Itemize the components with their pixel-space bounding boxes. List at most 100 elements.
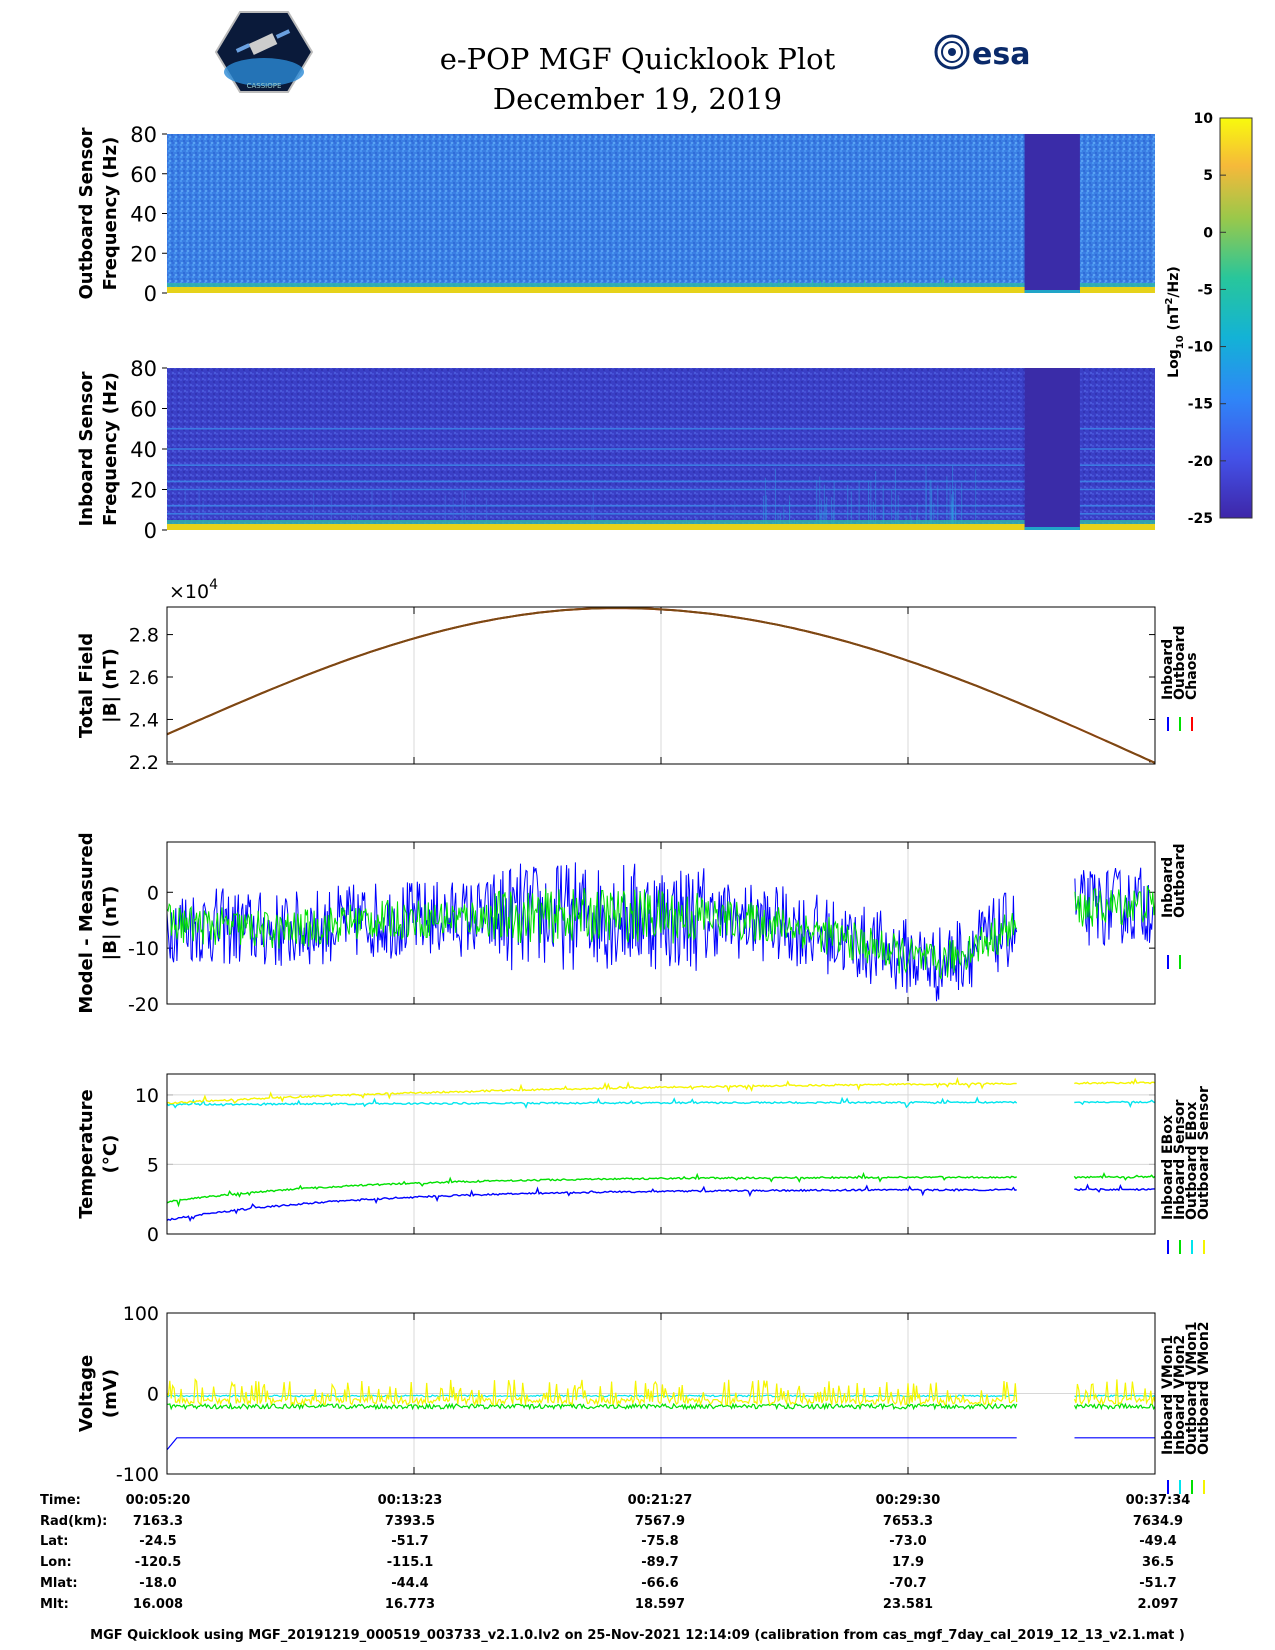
y-tick-label: 80 <box>130 357 157 381</box>
y-axis-label-line: Temperature <box>76 1089 97 1218</box>
legend-entry-label: Inboard <box>1160 857 1176 918</box>
y-tick-label: 0 <box>147 1224 159 1246</box>
legend-entry-label: Outboard EBox <box>1184 1102 1200 1220</box>
ephemeris-cell: -75.8 <box>641 1534 679 1549</box>
colorbar-tick-label: 10 <box>1194 111 1214 127</box>
ephemeris-cell: 00:21:27 <box>627 1493 693 1508</box>
ephemeris-cell: 00:13:23 <box>377 1493 443 1508</box>
ephemeris-cell: -51.7 <box>1139 1576 1177 1591</box>
data-gap <box>1024 368 1080 530</box>
y-axis-label: Total Field |B| (nT) <box>76 633 121 738</box>
axis-exponent-power: 4 <box>209 577 218 593</box>
colorbar-tick-label: -5 <box>1197 282 1213 298</box>
ephemeris-cell: 00:05:20 <box>125 1493 191 1508</box>
y-tick-label: 40 <box>130 438 157 462</box>
axes-frame <box>166 841 1156 1005</box>
ephemeris-cell: -24.5 <box>139 1534 177 1549</box>
colorbar-tick-label: 0 <box>1203 225 1213 241</box>
series-line-inboard-tail <box>1105 739 1156 764</box>
y-axis-label-line: |B| (nT) <box>100 886 121 961</box>
ephemeris-cell: 18.597 <box>634 1597 686 1612</box>
series-line-inboard-overlay <box>166 607 1057 736</box>
inboard-spectrogram-panel: 80 60 40 20 0 Inboard Sensor Frequency (Hz) <box>76 357 1155 543</box>
ephemeris-row-label: Lon: <box>40 1555 72 1570</box>
legend-entry-label: Chaos <box>1184 652 1200 700</box>
legend-entry-label: Inboard <box>1160 639 1176 700</box>
colorbar: 10 5 0 -5 -10 -15 -20 -25 Log10 (nT2/Hz) <box>1164 111 1253 527</box>
legend-entry-label: Outboard VMon2 <box>1196 1321 1212 1455</box>
colorbar-tick-label: -25 <box>1188 511 1213 527</box>
ephemeris-cell: 16.008 <box>132 1597 184 1612</box>
y-tick-label: 100 <box>123 1303 159 1325</box>
axes-frame <box>166 1073 1156 1235</box>
y-tick-label: 20 <box>130 242 157 266</box>
ephemeris-row-label: Mlat: <box>40 1576 78 1591</box>
legend-entry-label: Inboard VMon2 <box>1172 1335 1188 1455</box>
series-line-inboard-sensor <box>166 1171 1156 1208</box>
y-tick-label: 2.2 <box>129 752 159 774</box>
y-tick-label: 0 <box>147 882 159 904</box>
colorbar-tick-label: -20 <box>1188 454 1214 470</box>
data-gap <box>1024 134 1080 293</box>
ephemeris-cell: 7634.9 <box>1132 1514 1184 1529</box>
y-axis-label-line: Frequency (Hz) <box>100 137 121 291</box>
data-gap-floor <box>1024 527 1080 530</box>
y-axis-label-line: Total Field <box>76 633 97 738</box>
y-axis-label: Inboard Sensor Frequency (Hz) <box>76 371 121 526</box>
legend-entry-label: Outboard <box>1172 625 1188 700</box>
ephemeris-cell: 7653.3 <box>882 1514 934 1529</box>
esa-logo-text: esa <box>972 37 1030 72</box>
ephemeris-row-label: Mlt: <box>40 1597 69 1612</box>
colorbar-label-part: 2 <box>1164 298 1175 305</box>
legend-entry-label: Outboard Sensor <box>1196 1086 1212 1220</box>
colorbar-tick-label: -15 <box>1188 397 1213 413</box>
y-tick-label: 10 <box>135 1085 159 1107</box>
series-line-outboard <box>166 885 1156 980</box>
legend-entry-label: Inboard VMon1 <box>1160 1335 1176 1455</box>
ephemeris-cell: -120.5 <box>134 1555 182 1570</box>
y-tick-label: -100 <box>116 1464 159 1486</box>
ephemeris-cell: 36.5 <box>1141 1555 1175 1570</box>
y-tick-label: 60 <box>130 398 157 422</box>
legend-entry-label: Outboard VMon1 <box>1184 1321 1200 1455</box>
colorbar-label-part: Log <box>1166 349 1182 378</box>
y-tick-label: 80 <box>130 123 157 147</box>
outboard-spectrogram-panel: 80 60 40 20 0 Outboard Sensor Frequency (Hz) <box>76 123 1155 306</box>
low-frequency-band <box>167 524 1155 530</box>
spectrogram-image <box>167 134 1155 293</box>
axis-exponent: ×104 <box>169 577 218 603</box>
ephemeris-cell: -49.4 <box>1139 1534 1177 1549</box>
colorbar-label-part: 10 <box>1175 335 1186 349</box>
colorbar-tick-label: 5 <box>1203 168 1213 184</box>
ephemeris-cell: 7567.9 <box>634 1514 686 1529</box>
colorbar-gradient <box>1219 117 1253 519</box>
axes-frame <box>166 1312 1156 1475</box>
ephemeris-cell: -51.7 <box>391 1534 429 1549</box>
series-line-outboard-vmon1 <box>166 1402 1156 1411</box>
ephemeris-row-label: Rad(km): <box>40 1514 108 1529</box>
ephemeris-cell: -89.7 <box>641 1555 679 1570</box>
colorbar-label-part: /Hz) <box>1166 266 1182 297</box>
ephemeris-cell: -73.0 <box>889 1534 927 1549</box>
ephemeris-cell: 2.097 <box>1137 1597 1179 1612</box>
total-field-panel: 2.8 2.6 2.4 2.2 ×104 Total Field |B| (nT) Inboa… <box>76 577 1200 774</box>
low-frequency-band <box>167 520 1155 524</box>
colorbar-tick-label: -10 <box>1188 340 1214 356</box>
y-axis-label-line: Frequency (Hz) <box>100 372 121 526</box>
esa-logo: esa <box>934 34 1030 72</box>
colorbar-label: Log10 (nT2/Hz) <box>1164 266 1186 378</box>
ephemeris-cell: -115.1 <box>386 1555 434 1570</box>
y-tick-label: 2.6 <box>129 667 159 689</box>
plot-date: December 19, 2019 <box>492 82 783 116</box>
ephemeris-cell: 7393.5 <box>384 1514 436 1529</box>
y-axis-label-line: Inboard Sensor <box>76 371 97 526</box>
y-axis-label-line: Voltage <box>76 1355 97 1432</box>
cassiope-logo: CASSIOPE <box>214 11 314 93</box>
series-line-outboard-ebox <box>166 1096 1156 1109</box>
voltage-panel: 100 0 -100 Voltage (mV) Inboard VMon1Inboard … <box>76 1303 1212 1494</box>
ephemeris-cell: 00:37:34 <box>1125 1493 1191 1508</box>
model-measured-panel: 0 -10 -20 Model - Measured |B| (nT) InboardOu… <box>76 832 1188 1016</box>
y-tick-label: 2.8 <box>129 625 159 647</box>
legend-entry-label: Inboard EBox <box>1160 1115 1176 1220</box>
